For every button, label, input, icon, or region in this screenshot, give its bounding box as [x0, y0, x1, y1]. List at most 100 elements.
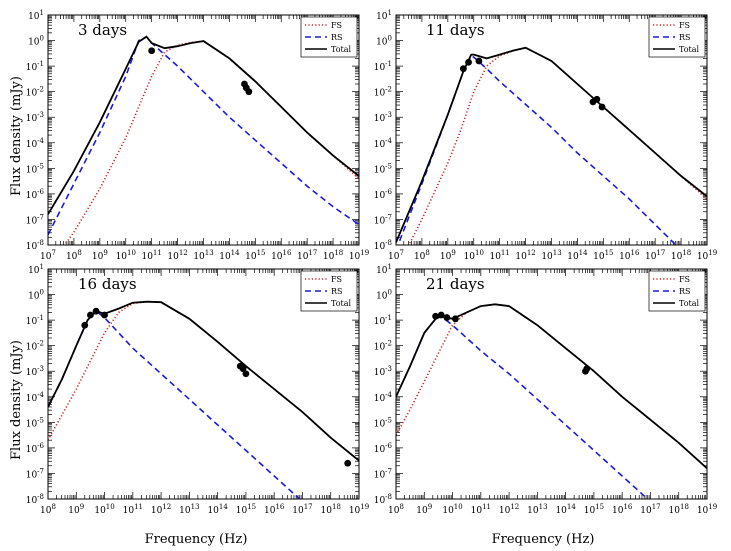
legend-label-rs: RS	[331, 33, 343, 42]
series-total-line	[48, 35, 359, 215]
data-point	[245, 88, 253, 96]
panel-label: 21 days	[426, 275, 485, 293]
y-tick-label: 10-4	[26, 137, 45, 150]
plot-area	[48, 35, 359, 245]
x-tick-label: 1014	[567, 249, 588, 262]
legend-label-rs: RS	[331, 287, 343, 296]
x-tick-label: 1016	[619, 249, 640, 262]
y-tick-label: 10-6	[374, 442, 393, 455]
x-tick-label: 109	[440, 249, 456, 262]
data-point	[432, 312, 439, 320]
y-tick-label: 10-6	[26, 442, 45, 455]
x-tick-label: 108	[388, 503, 404, 516]
x-tick-label: 1015	[236, 503, 256, 516]
y-tick-label: 101	[28, 263, 44, 276]
y-tick-label: 10-3	[374, 111, 392, 124]
y-tick-label: 10-1	[26, 60, 44, 73]
legend-label-total: Total	[679, 299, 700, 308]
x-tick-label: 1011	[471, 503, 491, 516]
x-tick-label: 1012	[151, 503, 171, 516]
data-point	[598, 103, 606, 111]
x-tick-label: 1015	[593, 249, 613, 262]
x-tick-label: 107	[40, 249, 56, 262]
y-tick-label: 10-5	[374, 162, 392, 175]
y-tick-label: 10-4	[374, 137, 393, 150]
y-tick-label: 10-8	[374, 493, 392, 506]
y-tick-label: 101	[28, 9, 44, 22]
y-tick-label: 10-6	[374, 188, 393, 201]
series-total-line	[48, 300, 359, 462]
legend-label-total: Total	[679, 45, 700, 54]
x-tick-label: 1016	[271, 249, 292, 262]
x-tick-label: 109	[416, 503, 432, 516]
x-tick-label: 108	[40, 503, 56, 516]
panel-label: 11 days	[426, 21, 485, 39]
data-point	[593, 95, 601, 103]
y-tick-label: 100	[28, 289, 44, 302]
y-axis-label-top: Flux density (mJy)	[9, 76, 24, 196]
x-tick-label: 1017	[297, 249, 317, 262]
legend: FS RS Total	[648, 270, 706, 312]
y-tick-label: 10-3	[374, 365, 392, 378]
x-tick-label: 1017	[645, 249, 665, 262]
x-tick-label: 1018	[323, 249, 343, 262]
data-point	[475, 57, 483, 65]
data-point	[239, 365, 247, 373]
plot-area	[48, 300, 359, 499]
axes-frame	[395, 268, 708, 500]
plot-area	[396, 303, 707, 499]
legend: FS RS Total	[300, 270, 358, 312]
x-axis-label-left: Frequency (Hz)	[145, 532, 248, 547]
y-tick-label: 10-1	[26, 314, 44, 327]
x-tick-label: 1019	[697, 503, 717, 516]
data-point	[101, 311, 108, 319]
y-tick-label: 10-7	[26, 213, 44, 226]
axes-frame	[395, 14, 708, 246]
x-tick-label: 1019	[349, 503, 369, 516]
x-tick-label: 1010	[94, 503, 114, 516]
y-tick-label: 10-8	[26, 239, 44, 252]
series-rs-line	[48, 35, 359, 236]
data-point	[465, 58, 472, 66]
y-tick-label: 101	[376, 9, 392, 22]
x-tick-label: 1016	[612, 503, 633, 516]
x-tick-label: 1013	[193, 249, 213, 262]
x-tick-label: 109	[68, 503, 84, 516]
legend-label-rs: RS	[679, 33, 691, 42]
x-tick-label: 1017	[640, 503, 660, 516]
data-point	[583, 365, 591, 373]
x-tick-label: 1019	[697, 249, 717, 262]
panel-2: 107 108 109 1010 1011 1012 1013 1014 1015 1016 101…	[374, 9, 717, 262]
x-tick-label: 1010	[442, 503, 462, 516]
x-tick-label: 1011	[489, 249, 509, 262]
x-tick-label: 1018	[321, 503, 341, 516]
y-tick-label: 10-2	[26, 86, 44, 99]
legend-label-fs: FS	[679, 275, 690, 284]
x-tick-label: 107	[388, 249, 404, 262]
y-tick-label: 10-5	[26, 416, 44, 429]
legend-label-rs: RS	[679, 287, 691, 296]
y-tick-label: 100	[28, 35, 44, 48]
y-tick-label: 10-7	[26, 467, 44, 480]
y-tick-label: 100	[376, 289, 392, 302]
x-tick-label: 1010	[464, 249, 484, 262]
panel-4: 108 109 1010 1011 1012 1013 1014 1015 1016 1017 10…	[374, 263, 717, 516]
y-tick-label: 10-4	[26, 391, 45, 404]
x-tick-label: 1016	[264, 503, 285, 516]
x-tick-label: 1012	[499, 503, 519, 516]
x-tick-label: 1011	[141, 249, 161, 262]
series-fs-line	[396, 303, 707, 469]
x-tick-label: 1015	[245, 249, 265, 262]
y-tick-label: 10-1	[374, 314, 392, 327]
series-total-line	[396, 46, 707, 243]
y-tick-label: 10-3	[26, 365, 44, 378]
y-axis-label-bottom: Flux density (mJy)	[9, 340, 24, 460]
x-tick-label: 1019	[349, 249, 369, 262]
y-tick-label: 10-2	[374, 340, 392, 353]
data-point	[242, 370, 250, 378]
data-point	[451, 315, 459, 323]
x-tick-label: 1013	[179, 503, 199, 516]
legend: FS RS Total	[300, 16, 358, 58]
y-tick-label: 10-1	[374, 60, 392, 73]
data-point	[148, 47, 156, 55]
